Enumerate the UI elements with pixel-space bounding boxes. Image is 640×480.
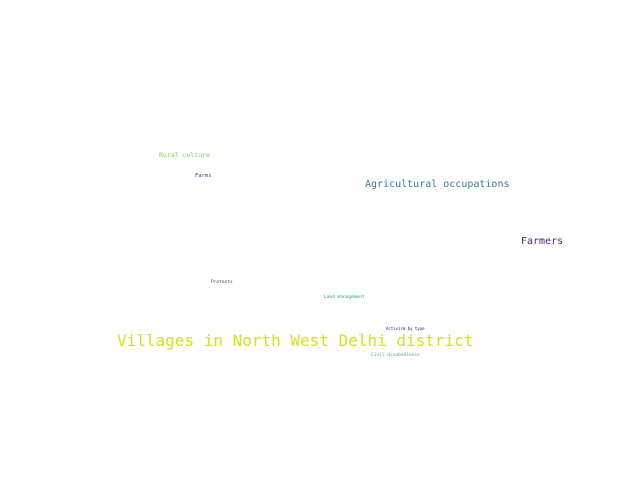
word-activism-by-type: Activism by type (386, 326, 425, 331)
word-agricultural-occupations: Agricultural occupations (365, 179, 510, 190)
word-farms: Farms (195, 173, 212, 179)
word-rural-culture: Rural culture (159, 151, 210, 159)
word-protests: Protests (211, 280, 233, 285)
word-civil-disobedience: Civil disobedience (371, 353, 420, 358)
word-villages-north-west-delhi: Villages in North West Delhi district (117, 331, 474, 350)
word-farmers: Farmers (521, 236, 564, 247)
word-land-management: Land management (324, 295, 365, 300)
